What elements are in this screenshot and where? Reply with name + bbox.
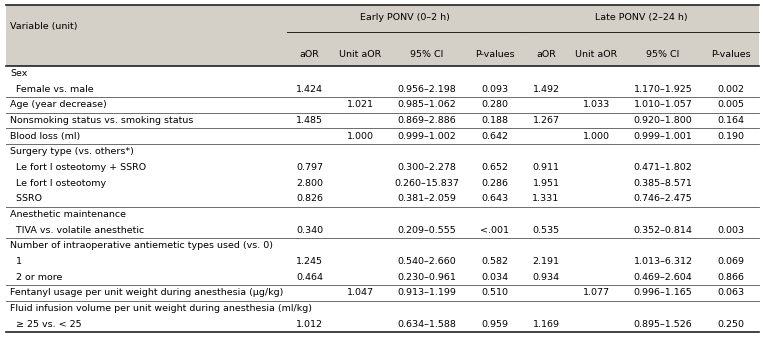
- Text: 2.191: 2.191: [533, 257, 559, 266]
- Text: 1.000: 1.000: [346, 132, 374, 141]
- Text: Unit aOR: Unit aOR: [339, 50, 382, 59]
- Text: 1.492: 1.492: [533, 85, 559, 94]
- Text: 1.000: 1.000: [583, 132, 610, 141]
- Bar: [6, 40, 759, 66]
- Text: 0.510: 0.510: [481, 288, 508, 297]
- Text: Number of intraoperative antiemetic types used (vs. 0): Number of intraoperative antiemetic type…: [10, 241, 273, 250]
- Text: 1.485: 1.485: [296, 116, 324, 125]
- Text: 0.034: 0.034: [481, 273, 508, 282]
- Text: 95% CI: 95% CI: [410, 50, 443, 59]
- Text: P-values: P-values: [475, 50, 514, 59]
- Text: 0.260–15.837: 0.260–15.837: [394, 179, 459, 188]
- Text: 0.956–2.198: 0.956–2.198: [398, 85, 456, 94]
- Text: 1.170–1.925: 1.170–1.925: [633, 85, 692, 94]
- Bar: [6, 5, 759, 40]
- Text: 0.300–2.278: 0.300–2.278: [398, 163, 456, 172]
- Text: aOR: aOR: [300, 50, 320, 59]
- Text: 0.286: 0.286: [481, 179, 508, 188]
- Text: Fentanyl usage per unit weight during anesthesia (μg/kg): Fentanyl usage per unit weight during an…: [10, 288, 284, 297]
- Text: Anesthetic maintenance: Anesthetic maintenance: [10, 210, 126, 219]
- Text: 0.895–1.526: 0.895–1.526: [633, 319, 692, 329]
- Text: 1: 1: [10, 257, 22, 266]
- Text: 0.920–1.800: 0.920–1.800: [633, 116, 692, 125]
- Text: Female vs. male: Female vs. male: [10, 85, 94, 94]
- Text: Le fort I osteotomy + SSRO: Le fort I osteotomy + SSRO: [10, 163, 146, 172]
- Text: 0.469–2.604: 0.469–2.604: [633, 273, 692, 282]
- Text: 0.280: 0.280: [481, 100, 508, 110]
- Text: aOR: aOR: [536, 50, 556, 59]
- Text: 0.209–0.555: 0.209–0.555: [398, 226, 456, 235]
- Text: 1.012: 1.012: [296, 319, 324, 329]
- Text: 0.003: 0.003: [717, 226, 744, 235]
- Text: 0.913–1.199: 0.913–1.199: [398, 288, 456, 297]
- Text: 0.934: 0.934: [533, 273, 559, 282]
- Text: 0.999–1.002: 0.999–1.002: [398, 132, 456, 141]
- Text: 0.540–2.660: 0.540–2.660: [398, 257, 456, 266]
- Text: 0.340: 0.340: [296, 226, 324, 235]
- Text: ≥ 25 vs. < 25: ≥ 25 vs. < 25: [10, 319, 82, 329]
- Text: 0.643: 0.643: [481, 194, 508, 204]
- Text: P-values: P-values: [711, 50, 751, 59]
- Text: Sex: Sex: [10, 69, 27, 78]
- Text: 1.010–1.057: 1.010–1.057: [633, 100, 692, 110]
- Text: Fluid infusion volume per unit weight during anesthesia (ml/kg): Fluid infusion volume per unit weight du…: [10, 304, 312, 313]
- Text: 0.063: 0.063: [717, 288, 744, 297]
- Text: 0.869–2.886: 0.869–2.886: [398, 116, 456, 125]
- Text: 1.169: 1.169: [533, 319, 559, 329]
- Text: Variable (unit): Variable (unit): [10, 22, 78, 31]
- Text: 1.245: 1.245: [296, 257, 324, 266]
- Text: 0.582: 0.582: [481, 257, 508, 266]
- Text: Nonsmoking status vs. smoking status: Nonsmoking status vs. smoking status: [10, 116, 194, 125]
- Text: 0.093: 0.093: [481, 85, 508, 94]
- Text: 0.164: 0.164: [717, 116, 744, 125]
- Text: 0.352–0.814: 0.352–0.814: [633, 226, 693, 235]
- Text: 1.021: 1.021: [346, 100, 374, 110]
- Text: Age (year decrease): Age (year decrease): [10, 100, 107, 110]
- Text: 0.385–8.571: 0.385–8.571: [633, 179, 693, 188]
- Text: Surgery type (vs. others*): Surgery type (vs. others*): [10, 147, 134, 156]
- Text: 2 or more: 2 or more: [10, 273, 63, 282]
- Text: 0.911: 0.911: [533, 163, 559, 172]
- Text: 0.535: 0.535: [533, 226, 559, 235]
- Text: Unit aOR: Unit aOR: [575, 50, 617, 59]
- Text: 0.642: 0.642: [481, 132, 508, 141]
- Text: SSRO: SSRO: [10, 194, 42, 204]
- Text: 0.002: 0.002: [717, 85, 744, 94]
- Text: 95% CI: 95% CI: [646, 50, 680, 59]
- Text: 1.331: 1.331: [533, 194, 559, 204]
- Text: 1.077: 1.077: [583, 288, 610, 297]
- Text: 0.866: 0.866: [717, 273, 744, 282]
- Text: 0.250: 0.250: [717, 319, 744, 329]
- Text: 0.005: 0.005: [717, 100, 744, 110]
- Text: 0.652: 0.652: [481, 163, 508, 172]
- Text: 2.800: 2.800: [296, 179, 324, 188]
- Text: 0.230–0.961: 0.230–0.961: [398, 273, 456, 282]
- Text: 0.464: 0.464: [296, 273, 324, 282]
- Text: 0.959: 0.959: [481, 319, 508, 329]
- Text: Blood loss (ml): Blood loss (ml): [10, 132, 80, 141]
- Text: 0.381–2.059: 0.381–2.059: [398, 194, 456, 204]
- Text: Early PONV (0–2 h): Early PONV (0–2 h): [360, 13, 450, 22]
- Text: 0.797: 0.797: [296, 163, 324, 172]
- Text: 0.188: 0.188: [481, 116, 508, 125]
- Text: 0.996–1.165: 0.996–1.165: [633, 288, 692, 297]
- Text: 1.013–6.312: 1.013–6.312: [633, 257, 693, 266]
- Text: 0.190: 0.190: [717, 132, 744, 141]
- Text: 1.267: 1.267: [533, 116, 559, 125]
- Text: <.001: <.001: [480, 226, 509, 235]
- Text: 1.047: 1.047: [346, 288, 374, 297]
- Text: Late PONV (2–24 h): Late PONV (2–24 h): [595, 13, 687, 22]
- Text: 1.951: 1.951: [533, 179, 559, 188]
- Text: 0.985–1.062: 0.985–1.062: [398, 100, 456, 110]
- Text: 1.033: 1.033: [583, 100, 610, 110]
- Text: 0.069: 0.069: [717, 257, 744, 266]
- Text: Le fort I osteotomy: Le fort I osteotomy: [10, 179, 106, 188]
- Text: 0.826: 0.826: [296, 194, 324, 204]
- Text: 1.424: 1.424: [296, 85, 324, 94]
- Text: 0.746–2.475: 0.746–2.475: [633, 194, 692, 204]
- Text: 0.999–1.001: 0.999–1.001: [633, 132, 692, 141]
- Text: 0.634–1.588: 0.634–1.588: [398, 319, 456, 329]
- Text: TIVA vs. volatile anesthetic: TIVA vs. volatile anesthetic: [10, 226, 144, 235]
- Text: 0.471–1.802: 0.471–1.802: [633, 163, 692, 172]
